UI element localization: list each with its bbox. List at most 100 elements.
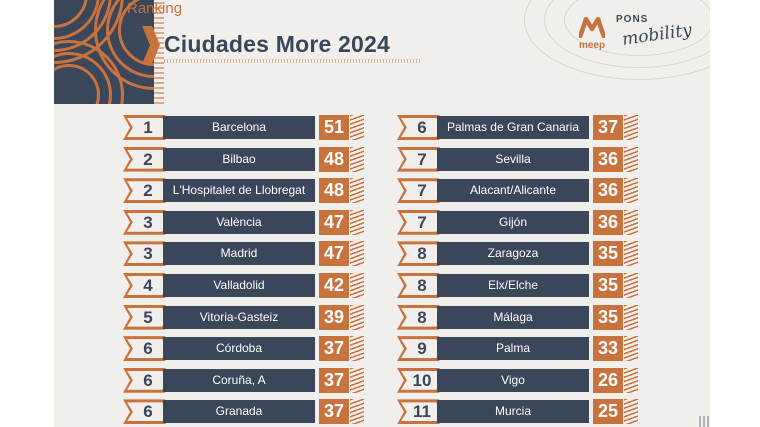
rank-badge-inner — [127, 244, 169, 264]
city-name: Alacant/Alicante — [437, 179, 589, 203]
city-name: Palmas de Gran Canaria — [437, 116, 589, 139]
city-name: Coruña, A — [163, 368, 315, 392]
meep-wordmark: meep — [578, 40, 606, 51]
rank-badge-inner — [127, 275, 169, 295]
rank-badge-inner — [401, 339, 443, 359]
score-value: 39 — [319, 304, 349, 330]
score-value: 35 — [593, 304, 623, 330]
rank-number: 8 — [417, 244, 427, 264]
rank-number: 5 — [143, 307, 153, 327]
score-stripes-decoration — [624, 146, 638, 172]
score-stripes-decoration — [624, 178, 638, 204]
score-stripes-decoration — [350, 115, 364, 140]
rank-badge-inner — [127, 339, 169, 359]
rank-number: 2 — [143, 181, 153, 201]
city-name: Barcelona — [163, 116, 315, 139]
score-value: 36 — [593, 178, 623, 204]
city-name: Vitoria-Gasteiz — [163, 305, 315, 329]
ranking-row: 8 Zaragoza 35 — [397, 241, 642, 267]
corner-decoration — [699, 416, 710, 427]
rank-badge-inner — [401, 181, 443, 201]
score-stripes-decoration — [624, 115, 638, 140]
score-value: 36 — [593, 146, 623, 172]
rank-badge-inner — [401, 370, 443, 390]
score-stripes-decoration — [624, 209, 638, 235]
score-stripes-decoration — [350, 304, 364, 330]
title-underline — [164, 59, 422, 63]
rank-number: 6 — [417, 118, 427, 137]
city-name: Sevilla — [437, 147, 589, 171]
ranking-row: 8 Elx/Elche 35 — [397, 272, 642, 298]
rank-badge-inner — [127, 149, 169, 169]
ranking-row: 11 Murcia 25 — [397, 399, 642, 425]
score-value: 51 — [319, 115, 349, 140]
city-name: Murcia — [437, 400, 589, 424]
ranking-row: 2 Bilbao 48 — [123, 146, 368, 172]
city-name: Granada — [163, 400, 315, 424]
ranking-row: 1 Barcelona 51 — [123, 115, 368, 140]
city-name: València — [163, 210, 315, 234]
ranking-row: 7 Alacant/Alicante 36 — [397, 178, 642, 204]
page-title: Ciudades More 2024 — [164, 31, 391, 57]
ranking-column-right: 6 Palmas de Gran Canaria 37 7 Sevilla 36 7 Alac… — [397, 115, 642, 427]
city-name: Gijón — [437, 210, 589, 234]
score-value: 25 — [593, 399, 623, 425]
rank-badge-inner — [401, 212, 443, 232]
ranking-row: 5 Vitoria-Gasteiz 39 — [123, 304, 368, 330]
decorative-strip — [154, 0, 164, 104]
city-name: Bilbao — [163, 147, 315, 171]
score-value: 47 — [319, 241, 349, 267]
score-stripes-decoration — [350, 209, 364, 235]
rank-badge-inner — [401, 244, 443, 264]
rank-number: 2 — [143, 149, 153, 169]
rank-badge-inner — [127, 118, 169, 137]
score-stripes-decoration — [350, 367, 364, 393]
rank-number: 4 — [143, 275, 153, 295]
score-value: 37 — [593, 115, 623, 140]
score-stripes-decoration — [350, 146, 364, 172]
ranking-slide: Ranking Ciudades More 2024 meep PONS mob… — [54, 0, 710, 427]
rank-number: 8 — [417, 307, 427, 327]
score-value: 48 — [319, 146, 349, 172]
rank-badge-inner — [127, 370, 169, 390]
sponsor-logos: meep PONS mobility — [574, 14, 694, 64]
score-value: 37 — [319, 399, 349, 425]
city-name: Palma — [437, 337, 589, 361]
rank-badge-inner — [401, 307, 443, 327]
city-name: L'Hospitalet de Llobregat — [163, 179, 315, 203]
score-value: 35 — [593, 241, 623, 267]
ranking-row: 7 Sevilla 36 — [397, 146, 642, 172]
city-name: Elx/Elche — [437, 273, 589, 297]
ranking-row: 7 Gijón 36 — [397, 209, 642, 235]
score-stripes-decoration — [624, 336, 638, 362]
score-value: 47 — [319, 209, 349, 235]
rank-number: 6 — [143, 339, 153, 359]
ranking-column-left: 1 Barcelona 51 2 Bilbao 48 2 L'Hospitalet de Ll… — [123, 115, 368, 427]
rank-number: 10 — [412, 370, 432, 390]
rank-number: 7 — [417, 149, 427, 169]
rank-number: 6 — [143, 370, 153, 390]
score-value: 48 — [319, 178, 349, 204]
rank-number: 3 — [143, 212, 153, 232]
score-value: 36 — [593, 209, 623, 235]
rank-badge-inner — [127, 212, 169, 232]
rank-number: 7 — [417, 181, 427, 201]
score-stripes-decoration — [350, 399, 364, 425]
ranking-row: 3 Madrid 47 — [123, 241, 368, 267]
ranking-row: 6 Córdoba 37 — [123, 336, 368, 362]
city-name: Málaga — [437, 305, 589, 329]
score-stripes-decoration — [624, 367, 638, 393]
rank-badge-inner — [401, 275, 443, 295]
score-value: 42 — [319, 272, 349, 298]
ranking-row: 6 Palmas de Gran Canaria 37 — [397, 115, 642, 140]
score-stripes-decoration — [350, 272, 364, 298]
rank-number: 11 — [413, 402, 431, 422]
pons-wordmark: PONS — [616, 14, 649, 25]
ranking-eyebrow: Ranking — [127, 0, 183, 17]
city-name: Vigo — [437, 368, 589, 392]
rank-number: 6 — [143, 402, 153, 422]
score-stripes-decoration — [624, 272, 638, 298]
city-name: Valladolid — [163, 273, 315, 297]
ranking-row: 6 Coruña, A 37 — [123, 367, 368, 393]
city-name: Madrid — [163, 242, 315, 266]
